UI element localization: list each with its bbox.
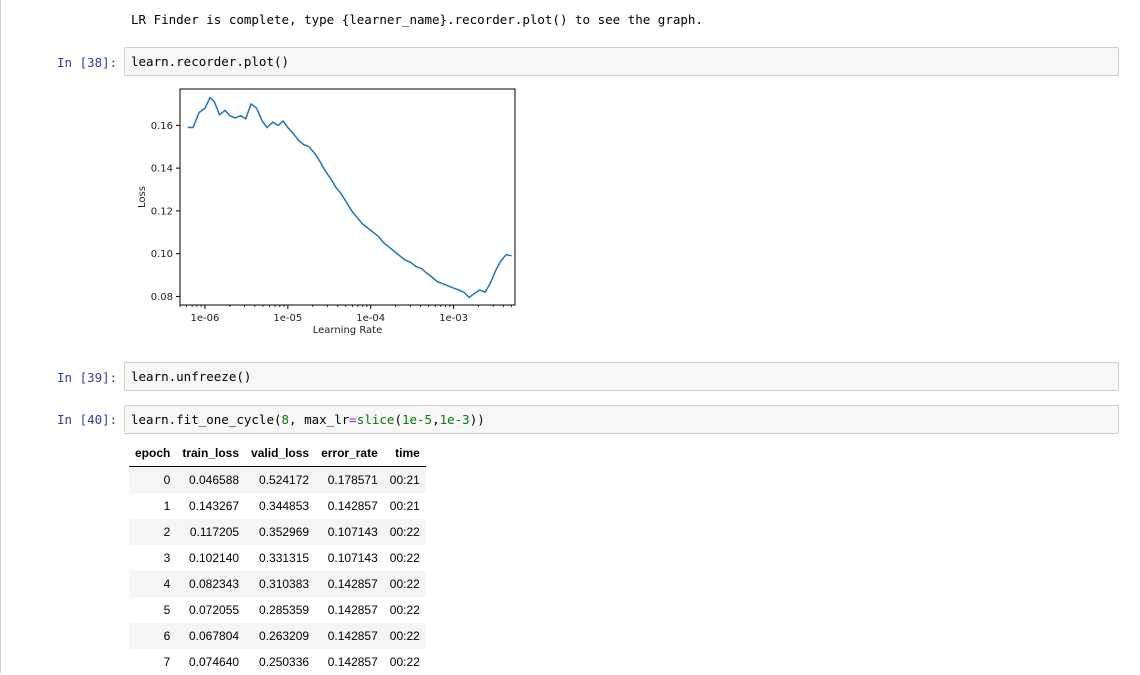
cell-error-rate: 0.107143	[327, 551, 378, 565]
cell-epoch: 0	[163, 473, 171, 487]
cell-epoch: 7	[163, 655, 171, 669]
code-token: (	[394, 412, 402, 427]
lr-finder-plot: 1e-06 1e-05 1e-04 1e-03 0.08 0.10 0.12 0.14 0.16…	[130, 84, 530, 344]
cell-valid-loss: 0.352969	[259, 525, 310, 539]
cell-train-loss: 0.046588	[188, 473, 240, 487]
training-results-table: epoch train_loss valid_loss error_rate t…	[129, 442, 426, 675]
cell-time: 00:21	[389, 499, 420, 513]
code-text-40: learn.fit_one_cycle(8, max_lr=slice(1e-5…	[131, 412, 485, 427]
x-tick-label: 1e-06	[191, 313, 220, 324]
cell-valid-loss: 0.250336	[259, 655, 310, 669]
table-row: 4 0.082343 0.310383 0.142857 00:22	[129, 571, 426, 597]
column-header-valid-loss: valid_loss	[245, 442, 316, 467]
column-header-train-loss: train_loss	[176, 442, 246, 467]
cell-valid-loss: 0.331315	[259, 551, 310, 565]
cell-error-rate: 0.142857	[327, 577, 378, 591]
cell-epoch: 1	[163, 499, 171, 513]
cell-error-rate: 0.142857	[327, 499, 378, 513]
cell-time: 00:21	[389, 473, 420, 487]
code-token-builtin: slice	[356, 412, 395, 427]
cell-valid-loss: 0.310383	[259, 577, 310, 591]
table-row: 5 0.072055 0.285359 0.142857 00:22	[129, 597, 426, 623]
code-token: ))	[469, 412, 485, 427]
code-cell-38[interactable]: learn.recorder.plot()	[124, 47, 1119, 76]
cell-train-loss: 0.117205	[189, 525, 240, 539]
cell-time: 00:22	[389, 629, 420, 643]
cell-time: 00:22	[389, 655, 420, 669]
table-row: 7 0.074640 0.250336 0.142857 00:22	[129, 649, 426, 675]
lr-chart-svg: 1e-06 1e-05 1e-04 1e-03 0.08 0.10 0.12 0.14 0.16…	[137, 88, 516, 336]
table-row: 3 0.102140 0.331315 0.107143 00:22	[129, 545, 426, 571]
cell-train-loss: 0.143267	[188, 499, 240, 513]
cell-epoch: 5	[163, 603, 171, 617]
cell-error-rate: 0.107143	[327, 525, 378, 539]
cell-train-loss: 0.082343	[188, 577, 240, 591]
axes-frame	[179, 88, 516, 306]
table-row: 0 0.046588 0.524172 0.178571 00:21	[129, 466, 426, 493]
notebook-left-border	[0, 0, 1, 673]
cell-prompt-39: In [39]:	[57, 370, 118, 385]
cell-error-rate: 0.142857	[327, 655, 378, 669]
code-token-operator: =	[349, 412, 357, 427]
cell-prompt-40: In [40]:	[57, 412, 118, 427]
code-token-number: 8	[281, 412, 290, 427]
table-row: 2 0.117205 0.352969 0.107143 00:22	[129, 519, 426, 545]
cell-epoch: 3	[163, 551, 171, 565]
cell-time: 00:22	[389, 603, 420, 617]
cell-error-rate: 0.178571	[327, 473, 378, 487]
cell-valid-loss: 0.524172	[259, 473, 310, 487]
y-tick-label: 0.14	[151, 164, 173, 175]
cell-prompt-38: In [38]:	[57, 55, 118, 70]
column-header-error-rate: error_rate	[315, 442, 384, 467]
column-header-epoch: epoch	[129, 442, 177, 467]
cell-valid-loss: 0.285359	[259, 603, 310, 617]
x-axis-label: Learning Rate	[313, 325, 383, 336]
cell-train-loss: 0.074640	[188, 655, 240, 669]
y-tick-label: 0.08	[151, 292, 173, 303]
table-row: 1 0.143267 0.344853 0.142857 00:21	[129, 493, 426, 519]
cell-valid-loss: 0.263209	[259, 629, 310, 643]
cell-time: 00:22	[389, 525, 420, 539]
cell-valid-loss: 0.344853	[259, 499, 310, 513]
code-cell-39[interactable]: learn.unfreeze()	[124, 362, 1119, 391]
x-tick-label: 1e-04	[356, 313, 385, 324]
x-tick-label: 1e-03	[439, 313, 468, 324]
y-tick-label: 0.16	[151, 121, 173, 132]
table-header-row: epoch train_loss valid_loss error_rate t…	[129, 442, 426, 467]
code-cell-40[interactable]: learn.fit_one_cycle(8, max_lr=slice(1e-5…	[124, 405, 1119, 434]
code-token: , max_lr	[289, 412, 350, 427]
x-tick-label: 1e-05	[273, 313, 302, 324]
column-header-time: time	[383, 442, 426, 467]
code-token: ,	[432, 412, 440, 427]
cell-time: 00:22	[389, 551, 420, 565]
code-token-number: 1e-5	[401, 412, 433, 427]
cell-error-rate: 0.142857	[327, 603, 378, 617]
code-token: learn.fit_one_cycle(	[131, 412, 282, 427]
cell-train-loss: 0.072055	[188, 603, 240, 617]
cell-epoch: 4	[163, 577, 171, 591]
cell-error-rate: 0.142857	[327, 629, 378, 643]
code-token-number: 1e-3	[439, 412, 470, 427]
y-axis-label: Loss	[137, 186, 148, 208]
code-text-38: learn.recorder.plot()	[131, 54, 290, 69]
code-text-39: learn.unfreeze()	[131, 369, 252, 384]
cell-train-loss: 0.102140	[188, 551, 240, 565]
cell-epoch: 2	[163, 525, 171, 539]
y-tick-label: 0.10	[151, 249, 173, 260]
loss-series-line	[187, 96, 512, 299]
y-tick-label: 0.12	[151, 206, 173, 217]
cell-train-loss: 0.067804	[188, 629, 240, 643]
cell-time: 00:22	[389, 577, 420, 591]
table-row: 6 0.067804 0.263209 0.142857 00:22	[129, 623, 426, 649]
lr-finder-output-message: LR Finder is complete, type {learner_nam…	[131, 12, 703, 27]
cell-epoch: 6	[163, 629, 171, 643]
